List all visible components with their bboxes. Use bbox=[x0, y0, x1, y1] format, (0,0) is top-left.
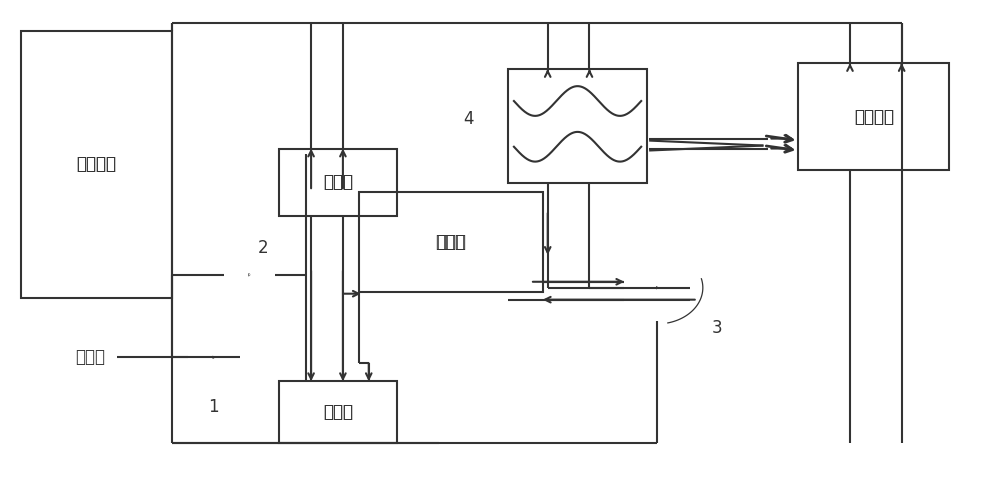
Bar bbox=[508, 69, 647, 183]
Text: 分水器: 分水器 bbox=[323, 173, 353, 191]
Text: 辐射板: 辐射板 bbox=[435, 233, 465, 251]
Bar bbox=[359, 192, 543, 292]
Text: 3: 3 bbox=[711, 318, 722, 336]
Text: 1: 1 bbox=[208, 398, 219, 416]
Text: 2: 2 bbox=[258, 239, 269, 257]
Text: 新风机组: 新风机组 bbox=[854, 108, 894, 126]
Text: 辐射板: 辐射板 bbox=[436, 233, 466, 251]
Bar bbox=[279, 149, 397, 216]
Text: 新风机组: 新风机组 bbox=[854, 108, 894, 126]
Text: 冷水机组: 冷水机组 bbox=[76, 155, 116, 173]
Bar bbox=[279, 381, 397, 443]
Text: 自来水: 自来水 bbox=[75, 348, 105, 366]
Bar bbox=[798, 63, 949, 170]
Text: 集水器: 集水器 bbox=[323, 403, 353, 421]
Text: 4: 4 bbox=[463, 110, 473, 128]
Text: 分水器: 分水器 bbox=[323, 173, 353, 191]
Text: 冷水机组: 冷水机组 bbox=[76, 155, 116, 173]
Bar bbox=[21, 31, 172, 298]
Text: 集水器: 集水器 bbox=[323, 403, 353, 421]
